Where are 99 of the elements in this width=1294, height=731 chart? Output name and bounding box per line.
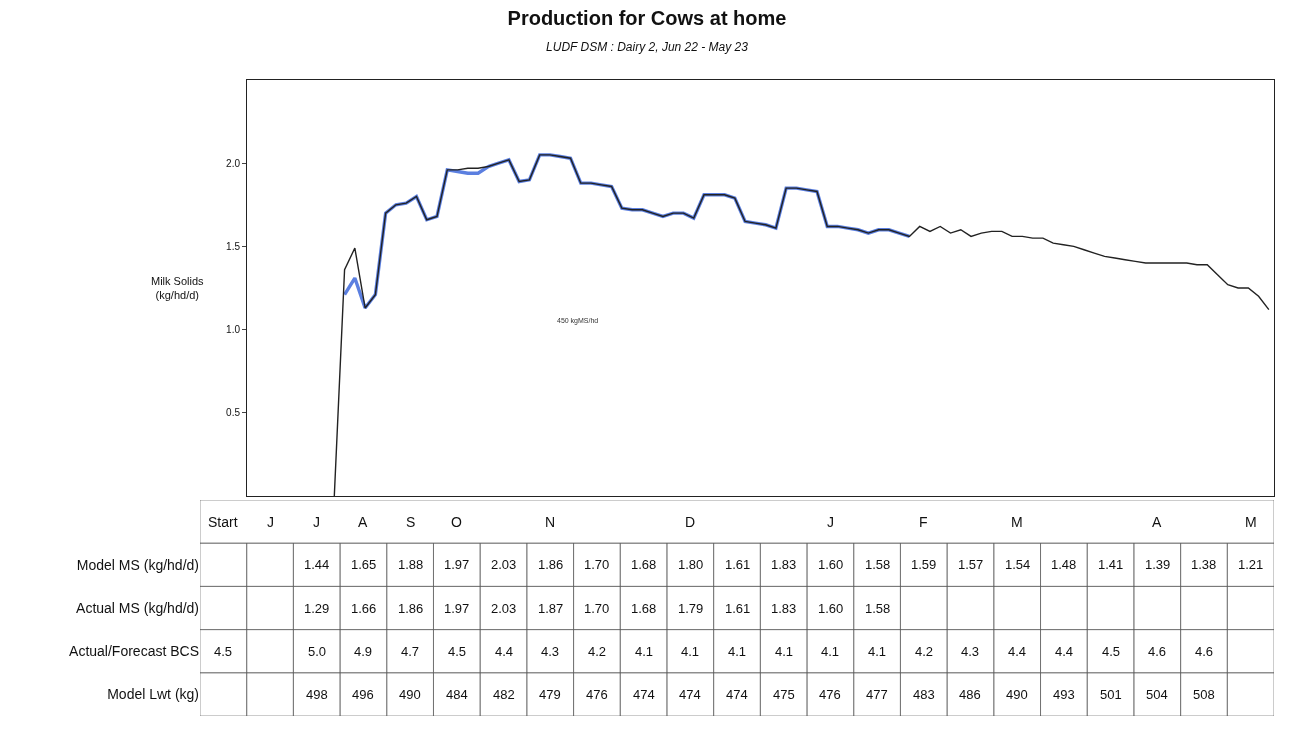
data-label: 4.5 [448,644,467,659]
y-tick-label: Model Lwt (kg) [107,686,199,703]
data-label: 1.60 [818,557,844,572]
data-label: 4.6 [1148,644,1167,659]
data-label: 1.61 [725,601,751,616]
x-tick-label: J [267,514,274,530]
data-label: 493 [1053,687,1075,702]
data-label: 4.1 [681,644,700,659]
data-label: 5.0 [308,644,327,659]
y-axis-title: Milk Solids (kg/hd/d) [151,275,205,302]
data-label: 477 [866,687,888,702]
data-label: 490 [399,687,421,702]
data-label: 1.44 [304,557,330,572]
data-label: 1.86 [398,601,424,616]
data-label: 474 [679,687,701,702]
y-tick-label: Actual MS (kg/hd/d) [76,599,199,616]
chart-subtitle: LUDF DSM : Dairy 2, Jun 22 - May 23 [546,40,749,54]
data-label: 508 [1193,687,1215,702]
y-tick-label: Model MS (kg/hd/d) [76,556,199,573]
data-label: 476 [819,687,841,702]
data-label: 1.66 [351,601,377,616]
data-label: 1.87 [538,601,564,616]
x-tick-label: O [451,514,462,530]
data-label: 4.3 [961,644,980,659]
x-tick-label: M [1011,514,1023,530]
x-tick-label: Start [208,514,238,530]
data-label: 1.61 [725,557,751,572]
data-label: 475 [773,687,795,702]
y-tick-label: 0.5 [226,407,241,419]
data-label: 1.60 [818,601,844,616]
data-label: 483 [913,687,935,702]
data-label: 4.1 [821,644,840,659]
data-label: 490 [1006,687,1028,702]
data-label: 501 [1100,687,1122,702]
data-label: 1.79 [678,601,704,616]
x-tick-label: J [313,514,320,530]
x-tick-label: F [919,514,928,530]
data-label: 4.4 [1055,644,1074,659]
data-label: 2.03 [491,557,517,572]
data-label: 1.65 [351,557,377,572]
data-label: 474 [633,687,655,702]
y-tick-label: Actual/Forecast BCS [69,643,199,660]
data-label: 486 [959,687,981,702]
data-label: 4.4 [495,644,514,659]
data-label: 476 [586,687,608,702]
x-tick-label: J [827,514,834,530]
x-tick-label: S [406,514,416,530]
data-label: 1.54 [1005,557,1031,572]
data-label: 496 [352,687,374,702]
data-label: 1.29 [304,601,330,616]
data-label: 4.1 [635,644,654,659]
data-label: 1.97 [444,557,470,572]
y-tick-label: 1.5 [226,240,241,252]
y-tick-label: 1.0 [226,324,241,336]
data-label: 1.58 [865,557,891,572]
data-label: 482 [493,687,515,702]
data-label: 479 [539,687,561,702]
data-label: 484 [446,687,468,702]
data-label: 4.4 [1008,644,1027,659]
data-label: 1.83 [771,557,797,572]
data-label: 1.38 [1191,557,1217,572]
data-label: 4.9 [354,644,373,659]
x-tick-label: D [685,514,696,530]
data-label: 1.21 [1238,557,1264,572]
data-label: 4.3 [541,644,560,659]
chart-title: Production for Cows at home [507,7,787,29]
data-label: 4.1 [775,644,794,659]
x-tick-label: N [545,514,556,530]
x-tick-label: A [358,514,368,530]
data-label: 1.83 [771,601,797,616]
data-label: 1.70 [584,557,610,572]
y-tick-label: 2.0 [226,157,241,169]
data-label: 1.86 [538,557,564,572]
data-label: 504 [1146,687,1168,702]
data-label: 1.39 [1145,557,1171,572]
data-label: 4.2 [588,644,607,659]
data-label: 1.41 [1098,557,1124,572]
data-label: 4.7 [401,644,420,659]
data-label: 1.68 [631,601,657,616]
x-tick-label: A [1152,514,1162,530]
x-tick-label: M [1245,514,1257,530]
data-label: 4.1 [728,644,747,659]
data-label: 4.5 [1102,644,1121,659]
data-label: 4.1 [868,644,887,659]
data-label: 2.03 [491,601,517,616]
data-label: 4.2 [915,644,934,659]
data-label: 1.57 [958,557,984,572]
data-label: 1.68 [631,557,657,572]
data-label: 1.59 [911,557,937,572]
data-label: 1.70 [584,601,610,616]
data-label: 1.58 [865,601,891,616]
data-label: 1.80 [678,557,704,572]
data-label: 1.88 [398,557,424,572]
data-label: 1.48 [1051,557,1077,572]
data-label: 474 [726,687,748,702]
data-label: 498 [306,687,328,702]
data-label: 4.6 [1195,644,1214,659]
data-label: 4.5 [214,644,233,659]
data-label: 1.97 [444,601,470,616]
